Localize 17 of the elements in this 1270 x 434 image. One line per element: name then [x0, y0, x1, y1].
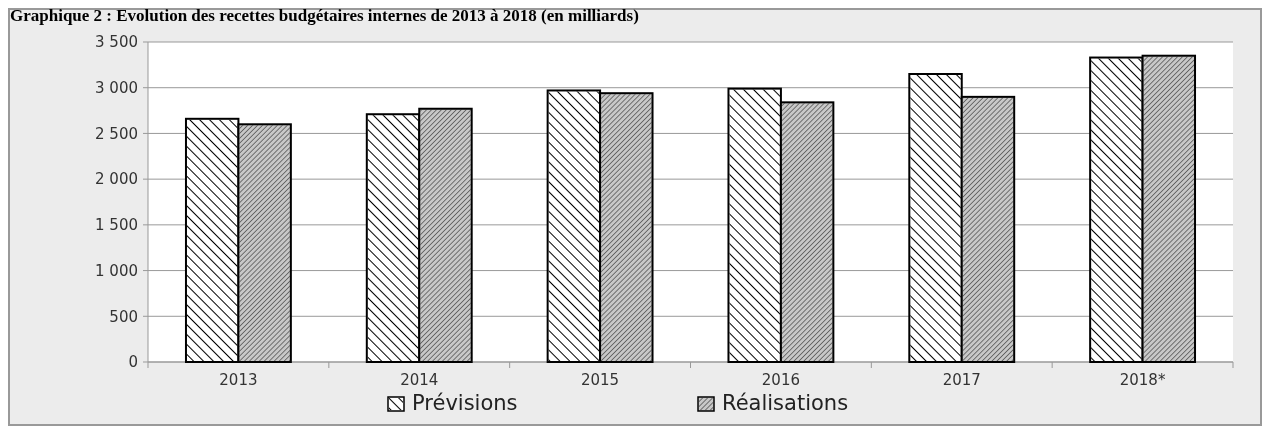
y-tick-label: 3 500: [95, 33, 138, 52]
x-tick-label: 2015: [580, 371, 620, 389]
x-tick-label: 2014: [400, 371, 439, 389]
y-tick-label: 3 000: [95, 78, 138, 97]
x-tick-label: 2018*: [1119, 371, 1166, 389]
y-tick-label: 500: [109, 307, 138, 326]
legend-label: Réalisations: [722, 391, 849, 415]
y-tick-label: 1 000: [95, 261, 138, 280]
y-tick-label: 2 000: [95, 170, 138, 189]
y-tick-label: 2 500: [95, 124, 138, 143]
chart-title: Graphique 2 : Evolution des recettes budgétaires internes de 2013 à 2018 (en milliards): [10, 6, 639, 25]
x-tick-label: 2016: [761, 371, 801, 389]
x-tick-label: 2017: [942, 371, 981, 389]
y-tick-label: 0: [128, 353, 138, 372]
y-tick-label: 1 500: [95, 216, 138, 235]
legend-label: Prévisions: [412, 391, 518, 415]
x-tick-label: 2013: [219, 371, 258, 389]
